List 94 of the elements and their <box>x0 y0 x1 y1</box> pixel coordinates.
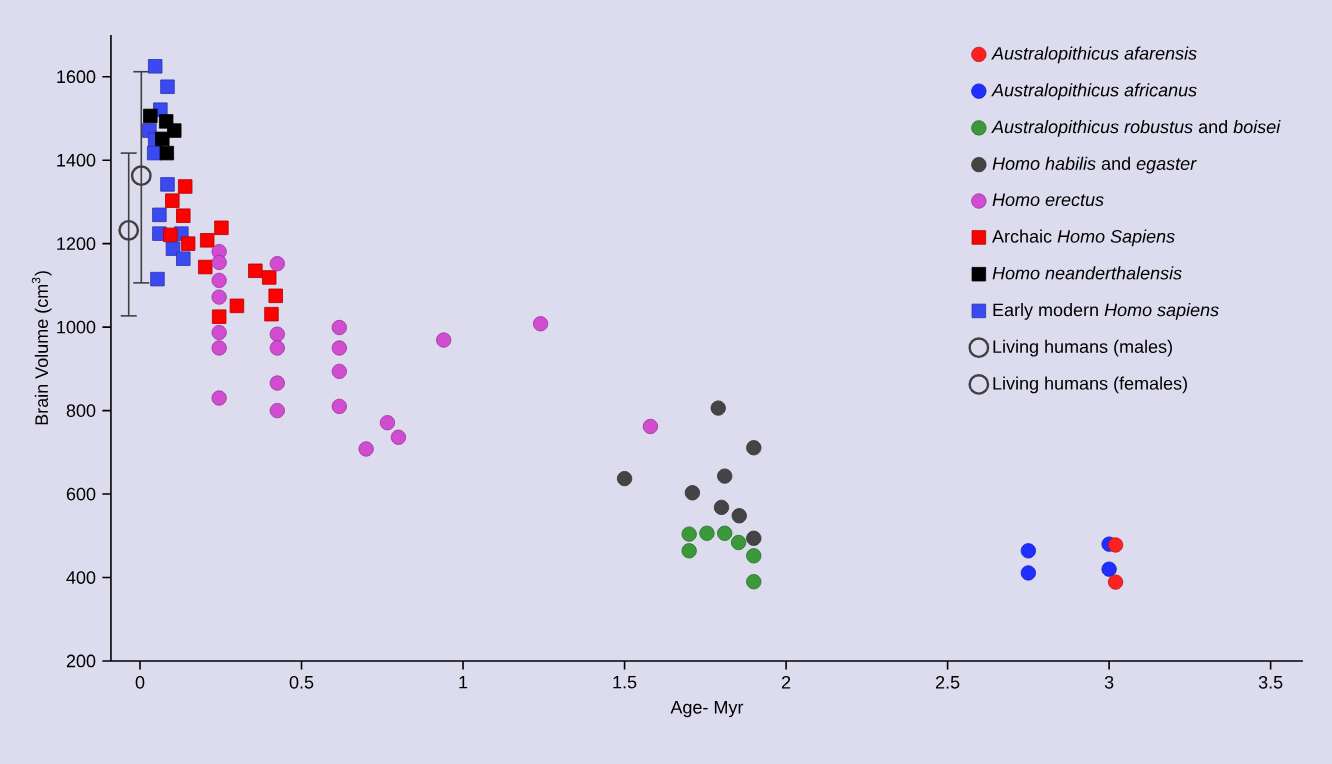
point <box>248 263 263 278</box>
point <box>155 131 170 147</box>
x-tick-label: 3.5 <box>1258 675 1283 689</box>
point <box>532 316 549 332</box>
point <box>1020 565 1036 581</box>
y-tick-label: 400 <box>66 571 96 584</box>
point <box>710 400 726 416</box>
point <box>436 332 452 348</box>
x-tick-label: 1 <box>459 675 468 689</box>
point <box>1101 561 1117 577</box>
point <box>684 485 700 501</box>
point <box>211 272 227 288</box>
point <box>746 530 762 546</box>
legend-label: Australopithicus robustus and boisei <box>991 120 1281 137</box>
point <box>379 415 396 431</box>
point <box>681 543 697 559</box>
point <box>176 208 191 223</box>
point <box>681 526 697 542</box>
legend-label: Homo habilis and egaster <box>992 156 1197 174</box>
point <box>178 179 193 194</box>
legend-label: Australopithicus afarensis <box>991 46 1197 64</box>
point <box>211 289 227 305</box>
point <box>143 108 158 124</box>
point <box>160 177 175 192</box>
point <box>165 193 180 208</box>
y-tick-label: 1200 <box>57 237 96 251</box>
point <box>159 145 175 161</box>
legend-label: Early modern Homo sapiens <box>993 303 1219 320</box>
legend-label: Archaic Homo Sapiens <box>992 229 1175 247</box>
point <box>269 402 285 419</box>
point <box>211 340 227 356</box>
point <box>211 254 227 271</box>
point <box>699 525 715 541</box>
x-tick-label: 1.5 <box>613 675 637 689</box>
point <box>269 326 285 342</box>
point <box>150 271 165 287</box>
point <box>268 288 283 304</box>
y-tick-label: 200 <box>66 654 96 668</box>
point <box>746 548 762 564</box>
point <box>264 306 279 322</box>
point <box>269 375 285 391</box>
point <box>730 534 747 551</box>
legend-label: Homo neanderthalensis <box>992 266 1182 280</box>
point <box>200 233 215 248</box>
point <box>358 441 374 457</box>
point <box>1107 537 1124 553</box>
legend-label: Australopithicus africanus <box>991 83 1197 101</box>
point <box>713 499 730 515</box>
point <box>642 418 659 435</box>
point <box>152 207 167 223</box>
point <box>211 309 227 324</box>
point <box>229 298 245 314</box>
point <box>211 324 227 341</box>
y-tick-label: 1400 <box>57 153 96 167</box>
point <box>262 270 277 285</box>
point <box>1107 574 1124 590</box>
y-axis-title: Brain Volume (cm$^{3}$) <box>31 271 52 425</box>
point <box>269 340 285 356</box>
point <box>331 398 347 415</box>
point <box>331 319 347 336</box>
legend-label: Living humans (females) <box>993 376 1187 394</box>
x-tick-label: 2.5 <box>935 675 960 689</box>
legend-label: Homo erectus <box>992 193 1104 207</box>
point <box>211 390 227 406</box>
y-tick-label: 1600 <box>57 70 96 84</box>
x-tick-label: 0 <box>135 675 145 689</box>
point <box>163 227 178 243</box>
point <box>731 508 747 524</box>
y-tick-label: 1000 <box>57 320 96 334</box>
point <box>717 525 733 541</box>
point <box>331 340 347 356</box>
point <box>160 79 175 94</box>
x-tick-label: 3 <box>1104 675 1114 689</box>
point <box>147 59 163 74</box>
point <box>746 574 762 590</box>
point <box>118 219 140 241</box>
x-tick-label: 0.5 <box>289 675 314 689</box>
point <box>130 165 152 187</box>
point <box>331 363 347 379</box>
point <box>717 468 733 484</box>
point <box>269 256 285 272</box>
y-tick-label: 600 <box>66 487 96 501</box>
legend-label: Living humans (males) <box>993 339 1172 357</box>
point <box>1020 543 1036 559</box>
point <box>176 251 191 266</box>
y-tick-label: 800 <box>66 404 96 417</box>
point <box>214 220 229 235</box>
point <box>180 236 196 251</box>
x-tick-label: 2 <box>781 675 791 689</box>
x-axis-title: Age- Myr <box>670 701 744 718</box>
point <box>746 440 762 456</box>
point <box>616 471 633 487</box>
point <box>198 259 213 275</box>
point <box>390 429 407 445</box>
